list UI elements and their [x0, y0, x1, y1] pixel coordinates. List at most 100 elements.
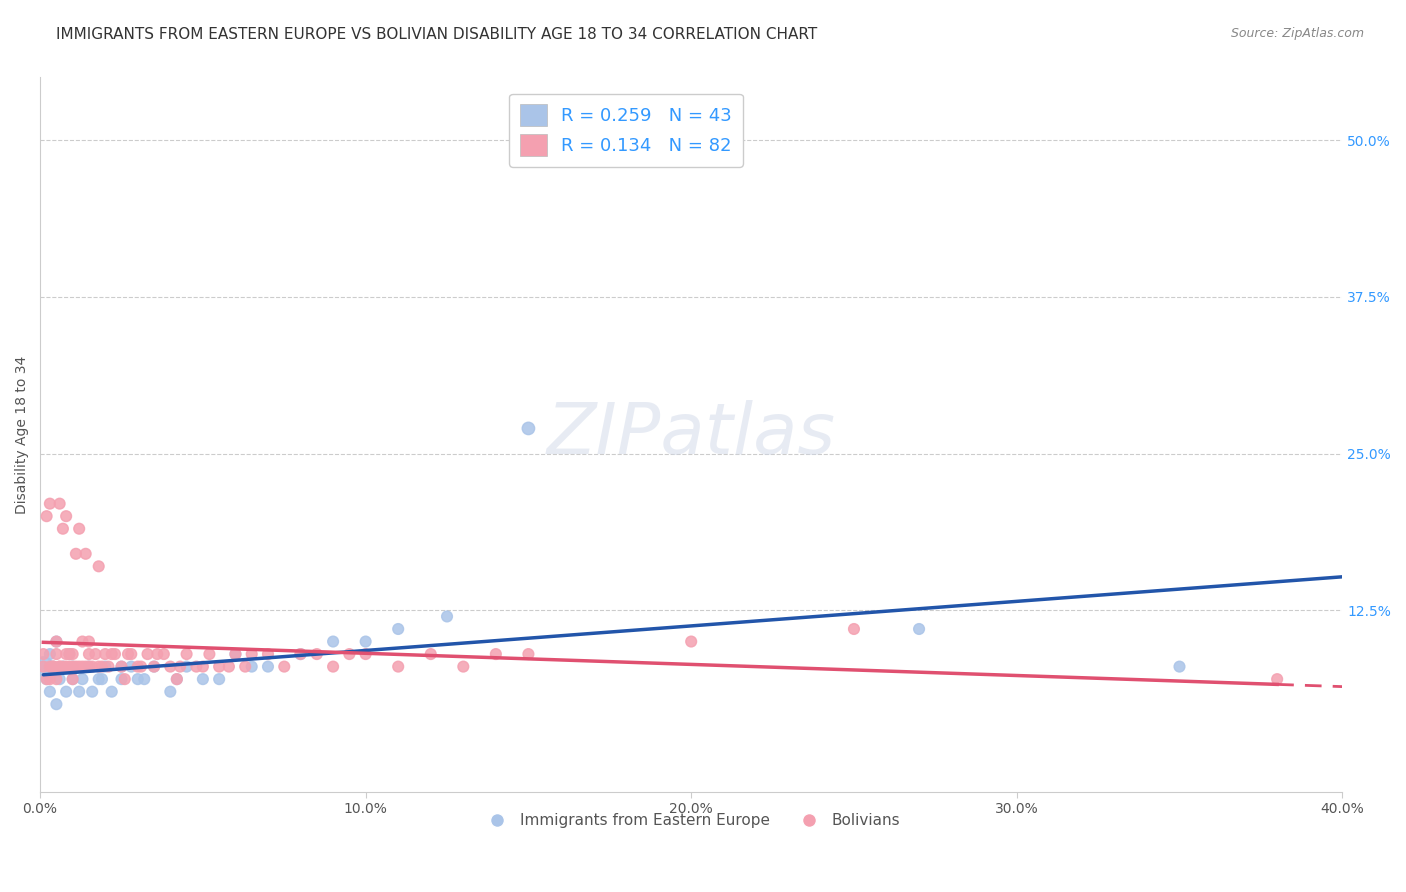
- Point: [517, 647, 540, 661]
- Point: [45, 634, 67, 648]
- Point: [55, 509, 77, 524]
- Point: [55, 647, 77, 661]
- Point: [77, 659, 100, 673]
- Point: [517, 421, 540, 435]
- Point: [45, 647, 67, 661]
- Point: [908, 622, 931, 636]
- Point: [65, 547, 87, 561]
- Point: [114, 672, 136, 686]
- Point: [91, 672, 114, 686]
- Legend: Immigrants from Eastern Europe, Bolivians: Immigrants from Eastern Europe, Bolivian…: [477, 807, 907, 834]
- Point: [72, 672, 94, 686]
- Point: [224, 647, 246, 661]
- Point: [485, 647, 508, 661]
- Point: [55, 684, 77, 698]
- Point: [273, 659, 295, 673]
- Point: [354, 634, 377, 648]
- Point: [240, 659, 263, 673]
- Point: [159, 684, 181, 698]
- Point: [32, 647, 55, 661]
- Point: [94, 659, 117, 673]
- Point: [48, 659, 70, 673]
- Point: [58, 647, 80, 661]
- Point: [42, 659, 65, 673]
- Point: [58, 659, 80, 673]
- Point: [453, 659, 475, 673]
- Y-axis label: Disability Age 18 to 34: Disability Age 18 to 34: [15, 356, 30, 514]
- Point: [45, 697, 67, 711]
- Point: [127, 672, 149, 686]
- Point: [127, 659, 149, 673]
- Point: [91, 659, 114, 673]
- Point: [58, 647, 80, 661]
- Point: [257, 659, 280, 673]
- Point: [117, 647, 139, 661]
- Point: [72, 659, 94, 673]
- Text: ZIPatlas: ZIPatlas: [547, 401, 835, 469]
- Point: [176, 647, 198, 661]
- Point: [84, 647, 107, 661]
- Point: [62, 672, 84, 686]
- Point: [153, 647, 176, 661]
- Point: [82, 684, 104, 698]
- Point: [35, 672, 58, 686]
- Point: [75, 547, 97, 561]
- Point: [143, 659, 166, 673]
- Point: [48, 497, 70, 511]
- Point: [120, 659, 142, 673]
- Point: [305, 647, 328, 661]
- Point: [62, 659, 84, 673]
- Point: [32, 659, 55, 673]
- Point: [35, 672, 58, 686]
- Point: [186, 659, 208, 673]
- Point: [387, 622, 409, 636]
- Point: [100, 684, 122, 698]
- Point: [42, 659, 65, 673]
- Point: [110, 672, 132, 686]
- Point: [42, 659, 65, 673]
- Point: [77, 659, 100, 673]
- Point: [45, 634, 67, 648]
- Point: [387, 659, 409, 673]
- Point: [100, 647, 122, 661]
- Text: Source: ZipAtlas.com: Source: ZipAtlas.com: [1230, 27, 1364, 40]
- Point: [65, 659, 87, 673]
- Point: [48, 672, 70, 686]
- Point: [32, 659, 55, 673]
- Point: [67, 684, 90, 698]
- Point: [143, 659, 166, 673]
- Point: [94, 647, 117, 661]
- Text: IMMIGRANTS FROM EASTERN EUROPE VS BOLIVIAN DISABILITY AGE 18 TO 34 CORRELATION C: IMMIGRANTS FROM EASTERN EUROPE VS BOLIVI…: [56, 27, 817, 42]
- Point: [322, 659, 344, 673]
- Point: [110, 659, 132, 673]
- Point: [322, 634, 344, 648]
- Point: [62, 647, 84, 661]
- Point: [104, 647, 127, 661]
- Point: [55, 659, 77, 673]
- Point: [62, 672, 84, 686]
- Point: [233, 659, 256, 673]
- Point: [208, 672, 231, 686]
- Point: [1265, 672, 1288, 686]
- Point: [72, 634, 94, 648]
- Point: [208, 659, 231, 673]
- Point: [82, 659, 104, 673]
- Point: [436, 609, 458, 624]
- Point: [97, 659, 120, 673]
- Point: [166, 672, 188, 686]
- Point: [191, 659, 214, 673]
- Point: [87, 659, 110, 673]
- Point: [218, 659, 240, 673]
- Point: [419, 647, 441, 661]
- Point: [52, 659, 75, 673]
- Point: [166, 672, 188, 686]
- Point: [77, 647, 100, 661]
- Point: [354, 647, 377, 661]
- Point: [169, 659, 191, 673]
- Point: [38, 684, 60, 698]
- Point: [38, 659, 60, 673]
- Point: [191, 672, 214, 686]
- Point: [77, 634, 100, 648]
- Point: [681, 634, 703, 648]
- Point: [290, 647, 312, 661]
